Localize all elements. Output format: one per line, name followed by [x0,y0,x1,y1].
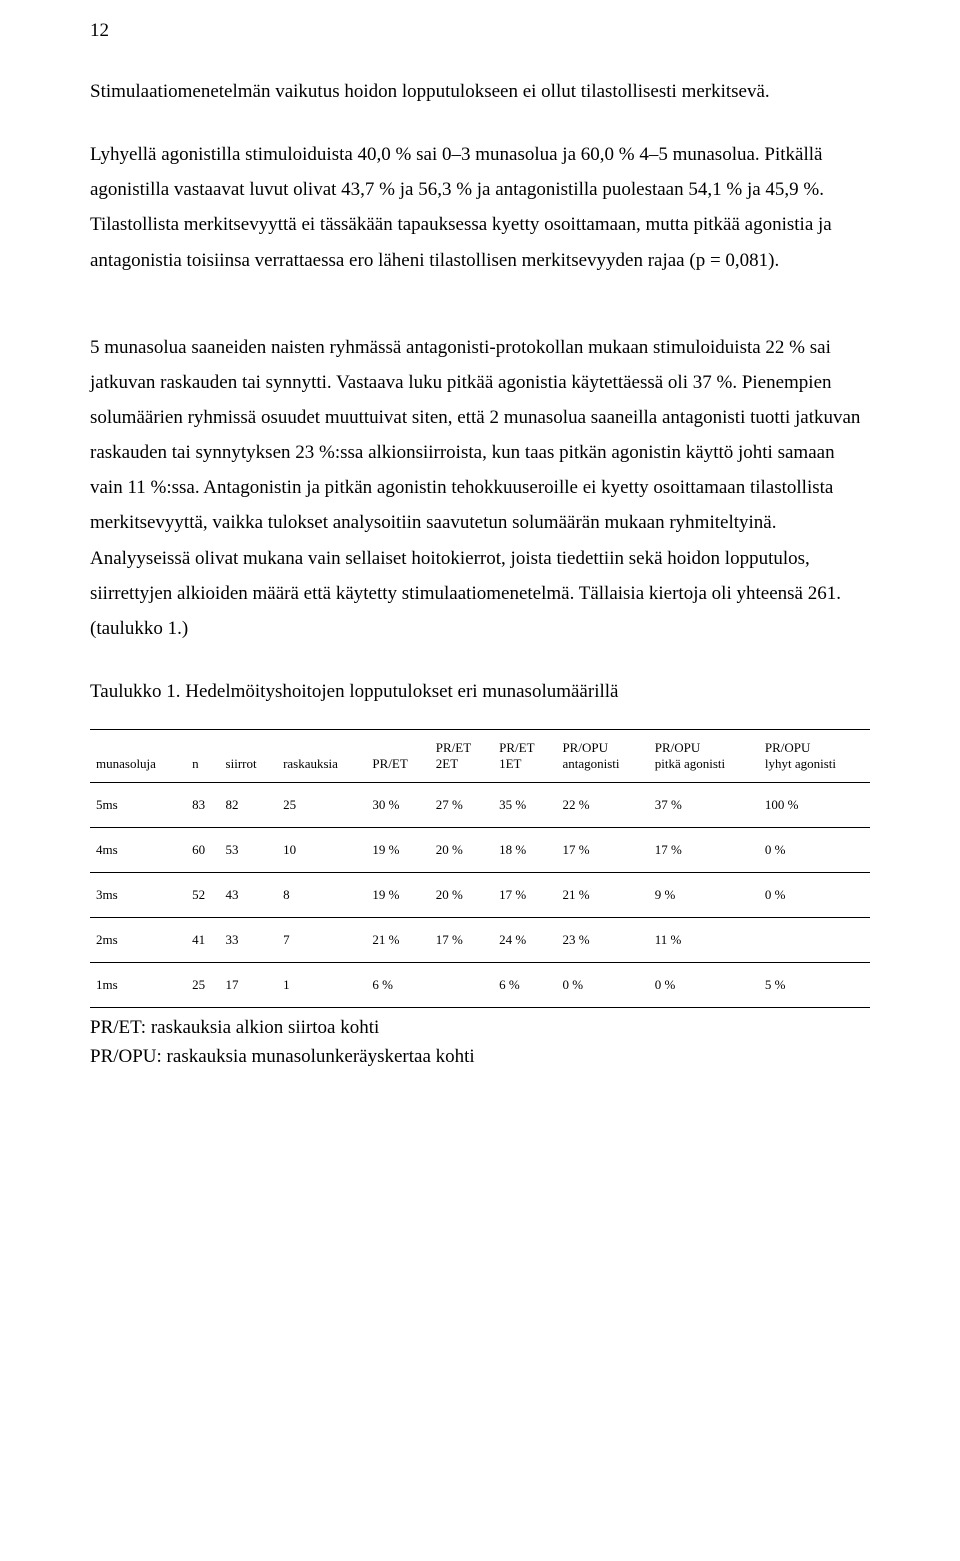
legend-line-1: PR/ET: raskauksia alkion siirtoa kohti [90,1014,870,1043]
cell: 17 % [649,828,759,873]
cell: 0 % [649,963,759,1008]
cell: 6 % [366,963,429,1008]
cell: 27 % [430,783,493,828]
col-pret-2et: PR/ET 2ET [430,730,493,783]
cell: 11 % [649,918,759,963]
col-propu-antagonisti: PR/OPU antagonisti [556,730,648,783]
cell: 18 % [493,828,556,873]
cell: 3ms [90,873,186,918]
cell [430,963,493,1008]
cell: 2ms [90,918,186,963]
col-pret-1et: PR/ET 1ET [493,730,556,783]
cell: 21 % [556,873,648,918]
table-legend: PR/ET: raskauksia alkion siirtoa kohti P… [90,1014,870,1071]
legend-line-2: PR/OPU: raskauksia munasolunkeräyskertaa… [90,1043,870,1072]
table-header-row: munasoluja n siirrot raskauksia PR/ET PR… [90,730,870,783]
page-number: 12 [90,20,109,42]
cell: 22 % [556,783,648,828]
cell: 0 % [759,828,870,873]
table-row: 4ms 60 53 10 19 % 20 % 18 % 17 % 17 % 0 … [90,828,870,873]
cell: 9 % [649,873,759,918]
cell: 8 [277,873,366,918]
table-row: 1ms 25 17 1 6 % 6 % 0 % 0 % 5 % [90,963,870,1008]
cell: 1 [277,963,366,1008]
cell: 53 [220,828,278,873]
table-title: Taulukko 1. Hedelmöityshoitojen lopputul… [90,674,870,709]
cell: 17 % [493,873,556,918]
cell: 21 % [366,918,429,963]
cell: 100 % [759,783,870,828]
col-pret: PR/ET [366,730,429,783]
cell: 82 [220,783,278,828]
cell: 19 % [366,828,429,873]
table-row: 3ms 52 43 8 19 % 20 % 17 % 21 % 9 % 0 % [90,873,870,918]
cell: 23 % [556,918,648,963]
cell: 17 % [430,918,493,963]
cell: 24 % [493,918,556,963]
cell: 37 % [649,783,759,828]
cell: 83 [186,783,219,828]
cell: 6 % [493,963,556,1008]
cell: 10 [277,828,366,873]
col-siirrot: siirrot [220,730,278,783]
cell: 30 % [366,783,429,828]
cell: 7 [277,918,366,963]
table-row: 2ms 41 33 7 21 % 17 % 24 % 23 % 11 % [90,918,870,963]
cell [759,918,870,963]
col-munasoluja: munasoluja [90,730,186,783]
col-propu-lyhyt: PR/OPU lyhyt agonisti [759,730,870,783]
cell: 5ms [90,783,186,828]
cell: 41 [186,918,219,963]
cell: 17 % [556,828,648,873]
cell: 20 % [430,873,493,918]
cell: 17 [220,963,278,1008]
cell: 52 [186,873,219,918]
cell: 0 % [759,873,870,918]
paragraph-2: Lyhyellä agonistilla stimuloiduista 40,0… [90,137,870,278]
results-table: munasoluja n siirrot raskauksia PR/ET PR… [90,729,870,1008]
cell: 0 % [556,963,648,1008]
paragraph-1: Stimulaatiomenetelmän vaikutus hoidon lo… [90,74,870,109]
cell: 19 % [366,873,429,918]
table-row: 5ms 83 82 25 30 % 27 % 35 % 22 % 37 % 10… [90,783,870,828]
cell: 35 % [493,783,556,828]
cell: 20 % [430,828,493,873]
col-raskauksia: raskauksia [277,730,366,783]
cell: 4ms [90,828,186,873]
cell: 60 [186,828,219,873]
cell: 33 [220,918,278,963]
page: 12 Stimulaatiomenetelmän vaikutus hoidon… [0,0,960,1561]
cell: 1ms [90,963,186,1008]
col-n: n [186,730,219,783]
cell: 43 [220,873,278,918]
cell: 25 [186,963,219,1008]
col-propu-pitka: PR/OPU pitkä agonisti [649,730,759,783]
cell: 5 % [759,963,870,1008]
cell: 25 [277,783,366,828]
paragraph-3: 5 munasolua saaneiden naisten ryhmässä a… [90,330,870,646]
